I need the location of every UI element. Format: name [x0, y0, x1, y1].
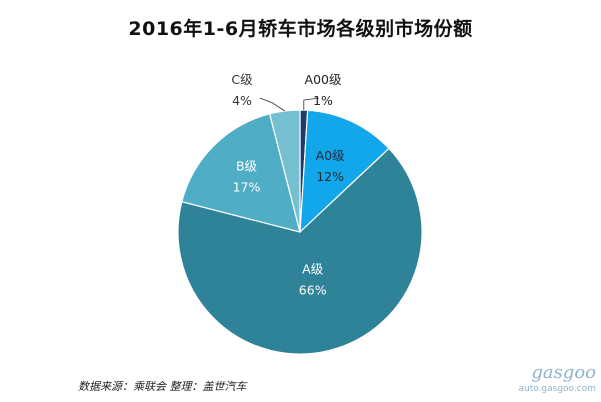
- slice-category-label: A0级: [316, 148, 346, 163]
- watermark-url: auto.gasgoo.com: [518, 384, 596, 394]
- slice-value-label: 66%: [299, 283, 327, 298]
- slice-value-label: 1%: [313, 93, 333, 108]
- gasgoo-logo: gasgoo: [531, 362, 596, 383]
- slice-value-label: 17%: [233, 180, 261, 195]
- source-note: 数据来源：乘联会 整理：盖世汽车: [78, 380, 247, 393]
- pie-slice-4: [181, 113, 301, 233]
- slice-value-label: 4%: [232, 93, 252, 108]
- slice-category-label: C级: [231, 72, 253, 87]
- pie-slice-3: [177, 147, 423, 355]
- leader-line-1: [303, 97, 320, 111]
- slice-value-label: 12%: [316, 169, 344, 184]
- chart-title: 2016年1-6月轿车市场各级别市场份额: [128, 18, 473, 40]
- leader-line-5: [259, 97, 285, 112]
- slice-category-label: A00级: [305, 72, 342, 87]
- slice-category-label: B级: [236, 159, 258, 174]
- pie-slice-2: [299, 109, 390, 234]
- slice-category-label: A级: [302, 262, 324, 277]
- watermark: gasgoo auto.gasgoo.com: [488, 362, 596, 396]
